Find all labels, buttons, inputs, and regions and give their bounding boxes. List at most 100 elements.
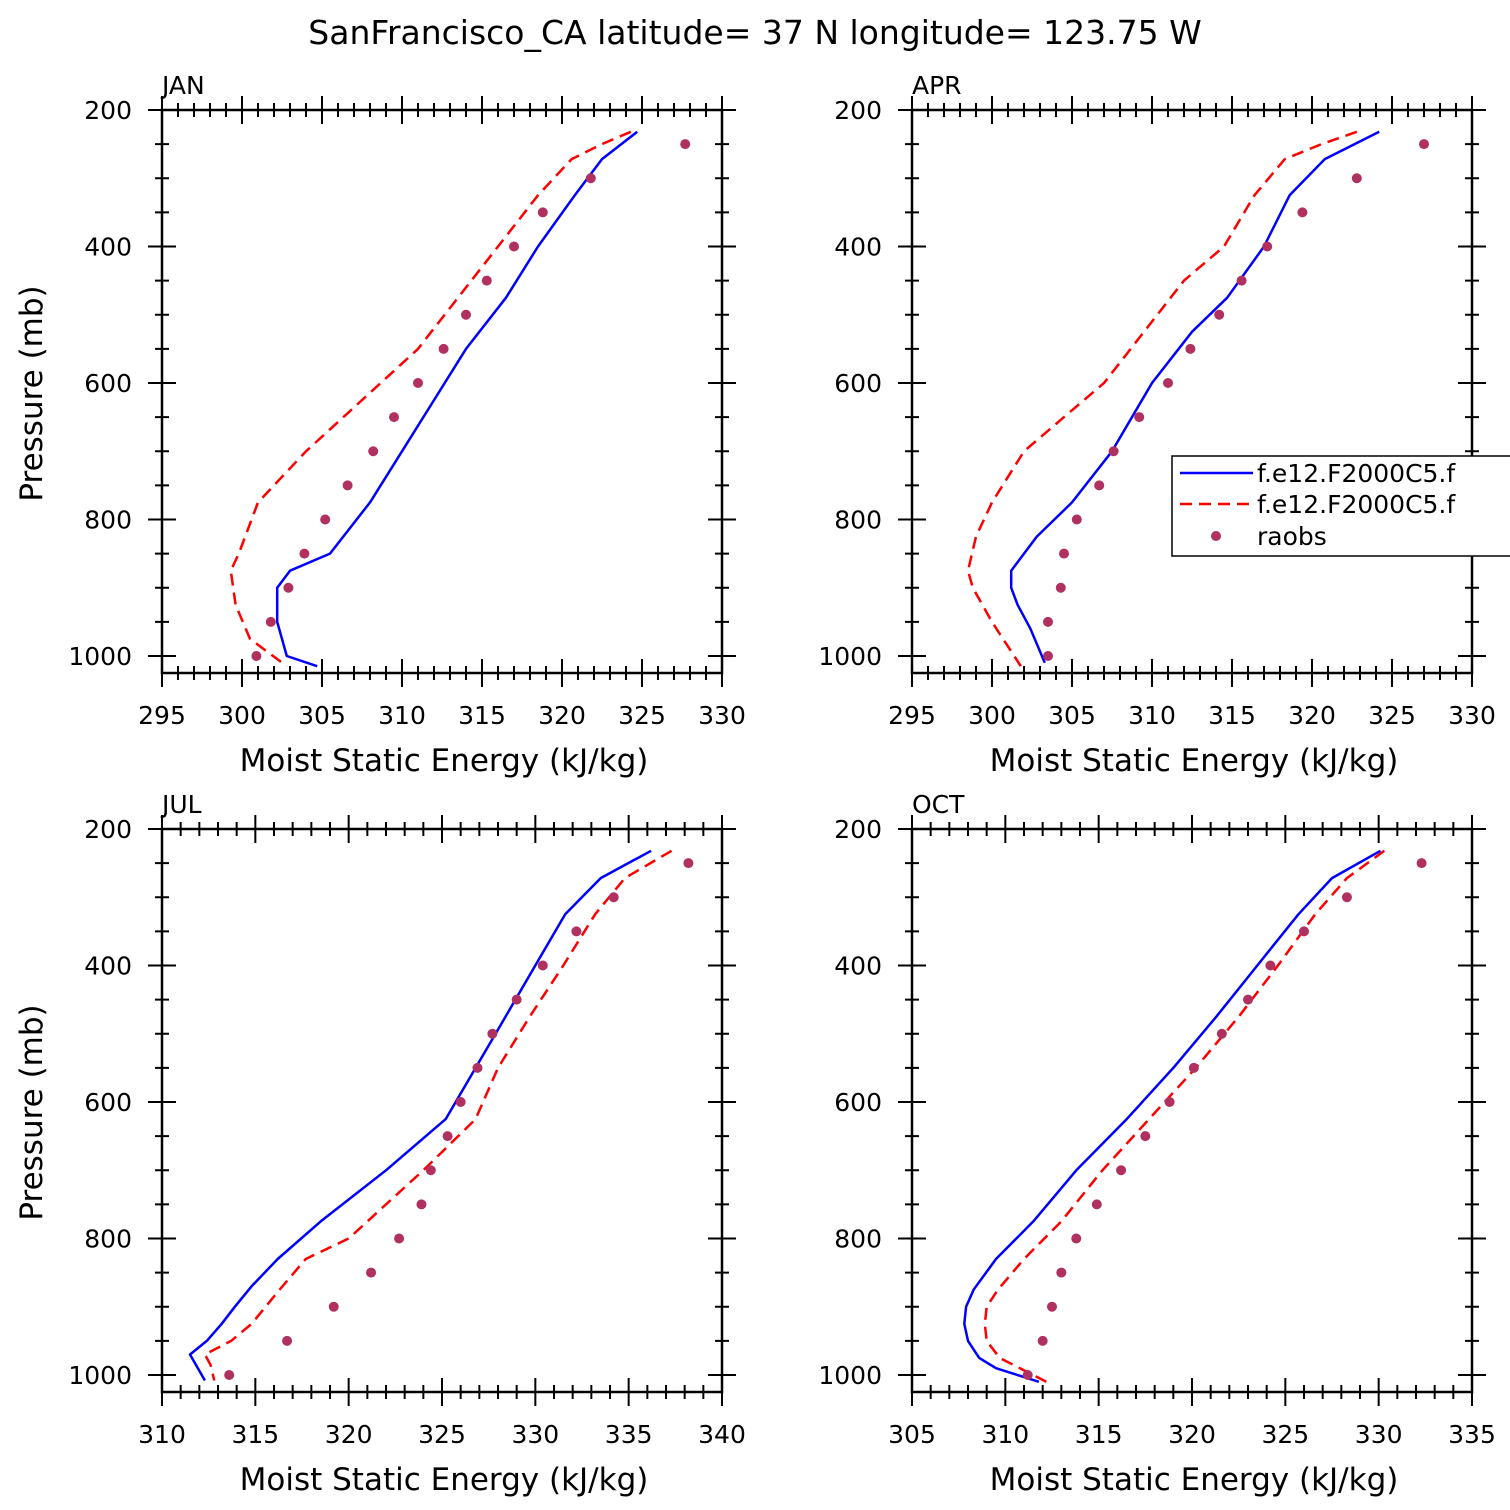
raobs-point [1163, 378, 1173, 388]
x-axis-title: Moist Static Energy (kJ/kg) [240, 1462, 649, 1498]
x-tick-label: 305 [1048, 701, 1096, 730]
y-tick-label: 400 [84, 233, 132, 262]
plot-frame [160, 108, 724, 675]
raobs-point [1056, 1267, 1067, 1278]
raobs-point [438, 343, 449, 354]
model-solid-line [1009, 130, 1380, 664]
raobs-point [455, 1097, 466, 1107]
y-tick-label: 800 [84, 506, 132, 535]
x-tick-label: 305 [298, 701, 346, 730]
raobs-point [511, 994, 522, 1005]
raobs-point [413, 378, 423, 388]
raobs-point [251, 651, 262, 661]
y-tick-label: 800 [834, 506, 882, 535]
x-tick-label: 330 [1355, 1420, 1403, 1449]
raobs-point [1265, 960, 1276, 971]
y-tick-label: 600 [84, 1088, 132, 1117]
raobs-point [1262, 241, 1273, 252]
x-tick-label: 335 [1448, 1420, 1496, 1449]
x-tick-label: 325 [418, 1420, 466, 1449]
x-tick-label: 330 [511, 1420, 559, 1449]
x-tick-label: 330 [1448, 701, 1496, 730]
raobs-point [680, 139, 691, 150]
legend-label-raobs: raobs [1257, 522, 1327, 551]
plot-frame [910, 827, 1474, 1394]
x-tick-label: 305 [888, 1420, 936, 1449]
legend-dot-swatch [1211, 531, 1221, 541]
y-tick-label: 600 [84, 369, 132, 398]
x-axis-title: Moist Static Energy (kJ/kg) [240, 743, 649, 779]
panel-apr: APR 295 300 305 310 315 320 325 330 200 400 600 800 1… [818, 71, 1495, 779]
y-tick-label: 400 [834, 952, 882, 981]
x-tick-label: 325 [1261, 1420, 1309, 1449]
y-axis-title: Pressure (mb) [14, 285, 50, 501]
raobs-point [265, 616, 276, 627]
y-axis-title: Pressure (mb) [14, 1004, 50, 1220]
model-dashed-line [203, 849, 673, 1381]
raobs-point [1299, 926, 1309, 937]
model-solid-line [963, 849, 1382, 1383]
raobs-point [1243, 994, 1253, 1005]
raobs-point [1164, 1097, 1175, 1107]
raobs-point [461, 309, 471, 320]
raobs-point [1140, 1131, 1151, 1142]
raobs-point [1416, 858, 1427, 869]
figure-title: SanFrancisco_CA latitude= 37 N longitude… [308, 13, 1201, 52]
raobs-point [1022, 1370, 1033, 1380]
y-tick-label: 600 [834, 1088, 882, 1117]
x-tick-label: 295 [888, 701, 936, 730]
raobs-point [1185, 343, 1196, 354]
x-tick-label: 325 [1368, 701, 1416, 730]
x-tick-label: 300 [218, 701, 266, 730]
model-solid-line [188, 849, 652, 1382]
raobs-point [1341, 892, 1352, 903]
raobs-point [1047, 1301, 1057, 1312]
legend: f.e12.F2000C5.f f.e12.F2000C5.f raobs [1171, 455, 1510, 557]
y-tick-label: 400 [84, 952, 132, 981]
raobs-point [442, 1131, 453, 1142]
raobs-point [320, 514, 331, 525]
raobs-point [1037, 1335, 1048, 1346]
x-tick-label: 335 [605, 1420, 653, 1449]
x-tick-label: 315 [1208, 701, 1256, 730]
plot-frame [160, 827, 724, 1394]
raobs-point [1108, 446, 1119, 457]
y-tick-label: 1000 [68, 1361, 132, 1390]
x-tick-label: 310 [378, 701, 426, 730]
panel-jan: JAN 295 300 305 310 315 320 325 330 200 400 600 800 1… [14, 71, 746, 779]
panel-title: JUL [160, 790, 202, 819]
raobs-point [1071, 1233, 1082, 1244]
x-tick-label: 315 [231, 1420, 279, 1449]
y-tick-label: 600 [834, 369, 882, 398]
raobs-point [537, 207, 548, 218]
raobs-point [282, 1335, 293, 1346]
raobs-point [1297, 207, 1308, 218]
raobs-point [1188, 1062, 1199, 1073]
x-tick-label: 340 [698, 1420, 746, 1449]
x-tick-label: 320 [325, 1420, 373, 1449]
x-tick-label: 320 [1288, 701, 1336, 730]
raobs-point [537, 960, 548, 971]
x-tick-label: 320 [538, 701, 586, 730]
raobs-point [509, 241, 519, 252]
x-axis-title: Moist Static Energy (kJ/kg) [990, 743, 1399, 779]
plot-frame [910, 108, 1474, 675]
raobs-point [1091, 1199, 1102, 1210]
legend-label-dashed: f.e12.F2000C5.f [1257, 490, 1456, 519]
raobs-point [571, 926, 582, 937]
x-tick-label: 315 [458, 701, 506, 730]
legend-label-solid: f.e12.F2000C5.f [1257, 459, 1456, 488]
x-tick-label: 310 [1128, 701, 1176, 730]
x-axis-title: Moist Static Energy (kJ/kg) [990, 1462, 1399, 1498]
model-dashed-line [983, 849, 1386, 1383]
y-tick-label: 200 [834, 96, 882, 125]
y-tick-label: 200 [84, 96, 132, 125]
raobs-point [1043, 616, 1053, 627]
model-solid-line [275, 130, 638, 668]
panel-title: JAN [160, 71, 205, 100]
panel-jul: JUL 310 315 320 325 330 335 340 200 400 600 800 1000… [14, 790, 746, 1498]
x-tick-label: 315 [1075, 1420, 1123, 1449]
raobs-point [1043, 651, 1053, 661]
panel-oct: OCT 305 310 315 320 325 330 335 200 400 600 800 1000… [818, 790, 1495, 1498]
